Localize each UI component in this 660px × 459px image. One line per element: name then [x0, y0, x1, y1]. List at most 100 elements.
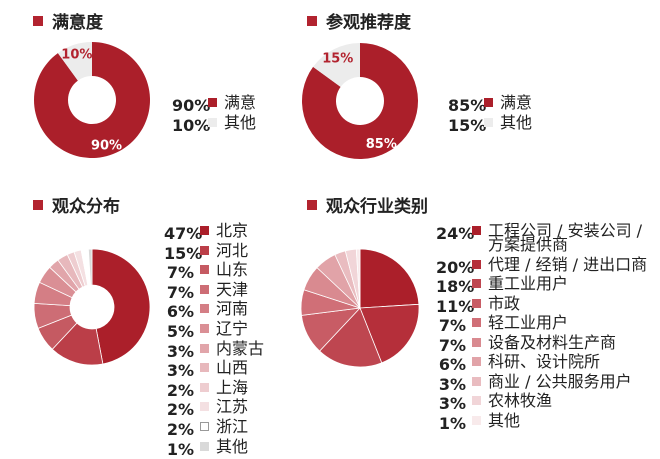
pie-slice — [33, 42, 150, 158]
legend-label: 江苏 — [216, 397, 249, 417]
legend-label: 满意 — [500, 93, 533, 112]
chart-title: 观众分布 — [33, 192, 120, 217]
legend-item: 10% 其他 — [172, 113, 257, 136]
legend-value: 3% — [438, 394, 466, 413]
legend-value: 1% — [438, 413, 466, 433]
legend-value: 1% — [166, 439, 194, 459]
chart-title: 参观推荐度 — [307, 8, 411, 33]
chart-title: 观众行业类别 — [307, 192, 428, 217]
title-bullet-icon — [33, 15, 43, 26]
slice-data-label: 15% — [322, 51, 353, 66]
legend-swatch-icon — [484, 118, 493, 127]
legend-item: 2% 江苏 — [164, 397, 249, 420]
chart-title: 满意度 — [33, 8, 103, 33]
legend-item: 7% 天津 — [164, 279, 249, 302]
legend-swatch-icon — [472, 357, 481, 366]
legend-swatch-icon — [472, 396, 481, 405]
legend-item: 6% 河南 — [164, 301, 248, 322]
chart-title-text: 观众行业类别 — [326, 197, 428, 217]
legend-label: 北京 — [216, 221, 249, 240]
legend-value: 6% — [166, 302, 194, 322]
legend-label: 天津 — [216, 279, 249, 299]
legend-swatch-icon — [472, 226, 481, 235]
legend-value: 2% — [166, 400, 194, 420]
legend-item: 5% 辽宁 — [164, 319, 249, 342]
legend-value: 47% — [164, 224, 203, 243]
legend-item: 15% 其他 — [448, 113, 533, 136]
pie-slice — [313, 43, 360, 87]
slice-data-label: 10% — [61, 47, 92, 62]
pie-slice — [355, 248, 361, 309]
title-bullet-icon — [33, 199, 43, 210]
chart-title-text: 满意度 — [52, 13, 103, 33]
legend-label: 河北 — [216, 240, 249, 260]
legend-item: 15% 河北 — [164, 240, 249, 263]
legend-item: 3% 内蒙古 — [164, 340, 264, 361]
legend-value: 6% — [438, 355, 466, 374]
legend-item: 7% 轻工业用户 — [436, 315, 568, 336]
legend-value: 5% — [166, 322, 194, 341]
legend-swatch-icon — [200, 422, 209, 431]
legend-label: 其他 — [224, 113, 257, 132]
legend-item: 24% 工程公司 / 安装公司 / 方案提供商 — [436, 221, 643, 254]
legend-item: 47% 北京 — [164, 221, 249, 244]
legend-value: 7% — [166, 282, 194, 302]
legend-label: 浙江 — [216, 417, 249, 436]
pie-slice — [359, 248, 420, 309]
legend-swatch-icon — [472, 415, 481, 425]
legend-label: 市政 — [488, 293, 521, 313]
legend-label-line: 方案提供商 — [488, 235, 569, 254]
legend-value: 85% — [448, 96, 487, 115]
legend-item: 11% 市政 — [436, 293, 521, 316]
legend-item: 7% 设备及材料生产商 — [436, 332, 617, 355]
legend-swatch-icon — [472, 318, 481, 327]
legend-label: 辽宁 — [216, 319, 249, 338]
legend-value: 3% — [438, 374, 466, 394]
legend-label: 满意 — [224, 93, 257, 112]
pie-slice — [87, 248, 93, 286]
legend-swatch-icon — [200, 245, 209, 255]
legend-value: 7% — [166, 263, 194, 283]
legend-value: 3% — [166, 341, 194, 361]
legend-item: 3% 商业 / 公共服务用户 — [436, 371, 632, 394]
legend-item: 6% 科研、设计院所 — [436, 354, 600, 375]
legend-swatch-icon — [472, 337, 481, 347]
legend-label: 设备及材料生产商 — [488, 332, 617, 352]
pie-slice — [302, 43, 419, 159]
legend-value: 10% — [172, 116, 211, 135]
legend-label: 山西 — [216, 358, 249, 378]
title-bullet-icon — [307, 199, 317, 210]
legend-label: 重工业用户 — [488, 274, 569, 293]
legend-value: 24% — [436, 224, 475, 243]
legend-swatch-icon — [472, 376, 481, 386]
chart-title-text: 参观推荐度 — [326, 13, 411, 33]
legend-item: 2% 上海 — [164, 377, 249, 400]
legend-item: 3% 农林牧渔 — [436, 391, 553, 414]
legend-value: 90% — [172, 96, 211, 115]
legend-item: 85% 满意 — [448, 93, 533, 116]
legend-swatch-icon — [200, 226, 209, 235]
legend-item: 1% 其他 — [164, 438, 248, 459]
legend-label-line: 工程公司 / 安装公司 / — [488, 221, 643, 240]
legend-item: 18% 重工业用户 — [436, 274, 569, 297]
legend-value: 18% — [436, 277, 475, 296]
legend-label: 农林牧渔 — [488, 391, 553, 410]
legend-swatch-icon — [200, 343, 209, 353]
legend-label: 商业 / 公共服务用户 — [488, 371, 632, 391]
legend-label: 其他 — [500, 113, 533, 132]
legend-swatch-icon — [472, 279, 481, 288]
legend-label: 上海 — [216, 377, 249, 397]
legend-swatch-icon — [200, 265, 209, 275]
legend-value: 3% — [166, 361, 194, 381]
legend-swatch-icon — [472, 298, 481, 308]
legend-swatch-icon — [484, 98, 493, 107]
legend-item: 20% 代理 / 经销 / 进出口商 — [436, 254, 648, 277]
legend-swatch-icon — [208, 118, 217, 127]
pie-slice — [91, 248, 151, 365]
legend-label: 山东 — [216, 260, 249, 280]
legend-swatch-icon — [200, 363, 209, 373]
chart-title-text: 观众分布 — [52, 197, 120, 217]
legend-label: 代理 / 经销 / 进出口商 — [488, 254, 648, 274]
legend-value: 7% — [438, 316, 466, 335]
